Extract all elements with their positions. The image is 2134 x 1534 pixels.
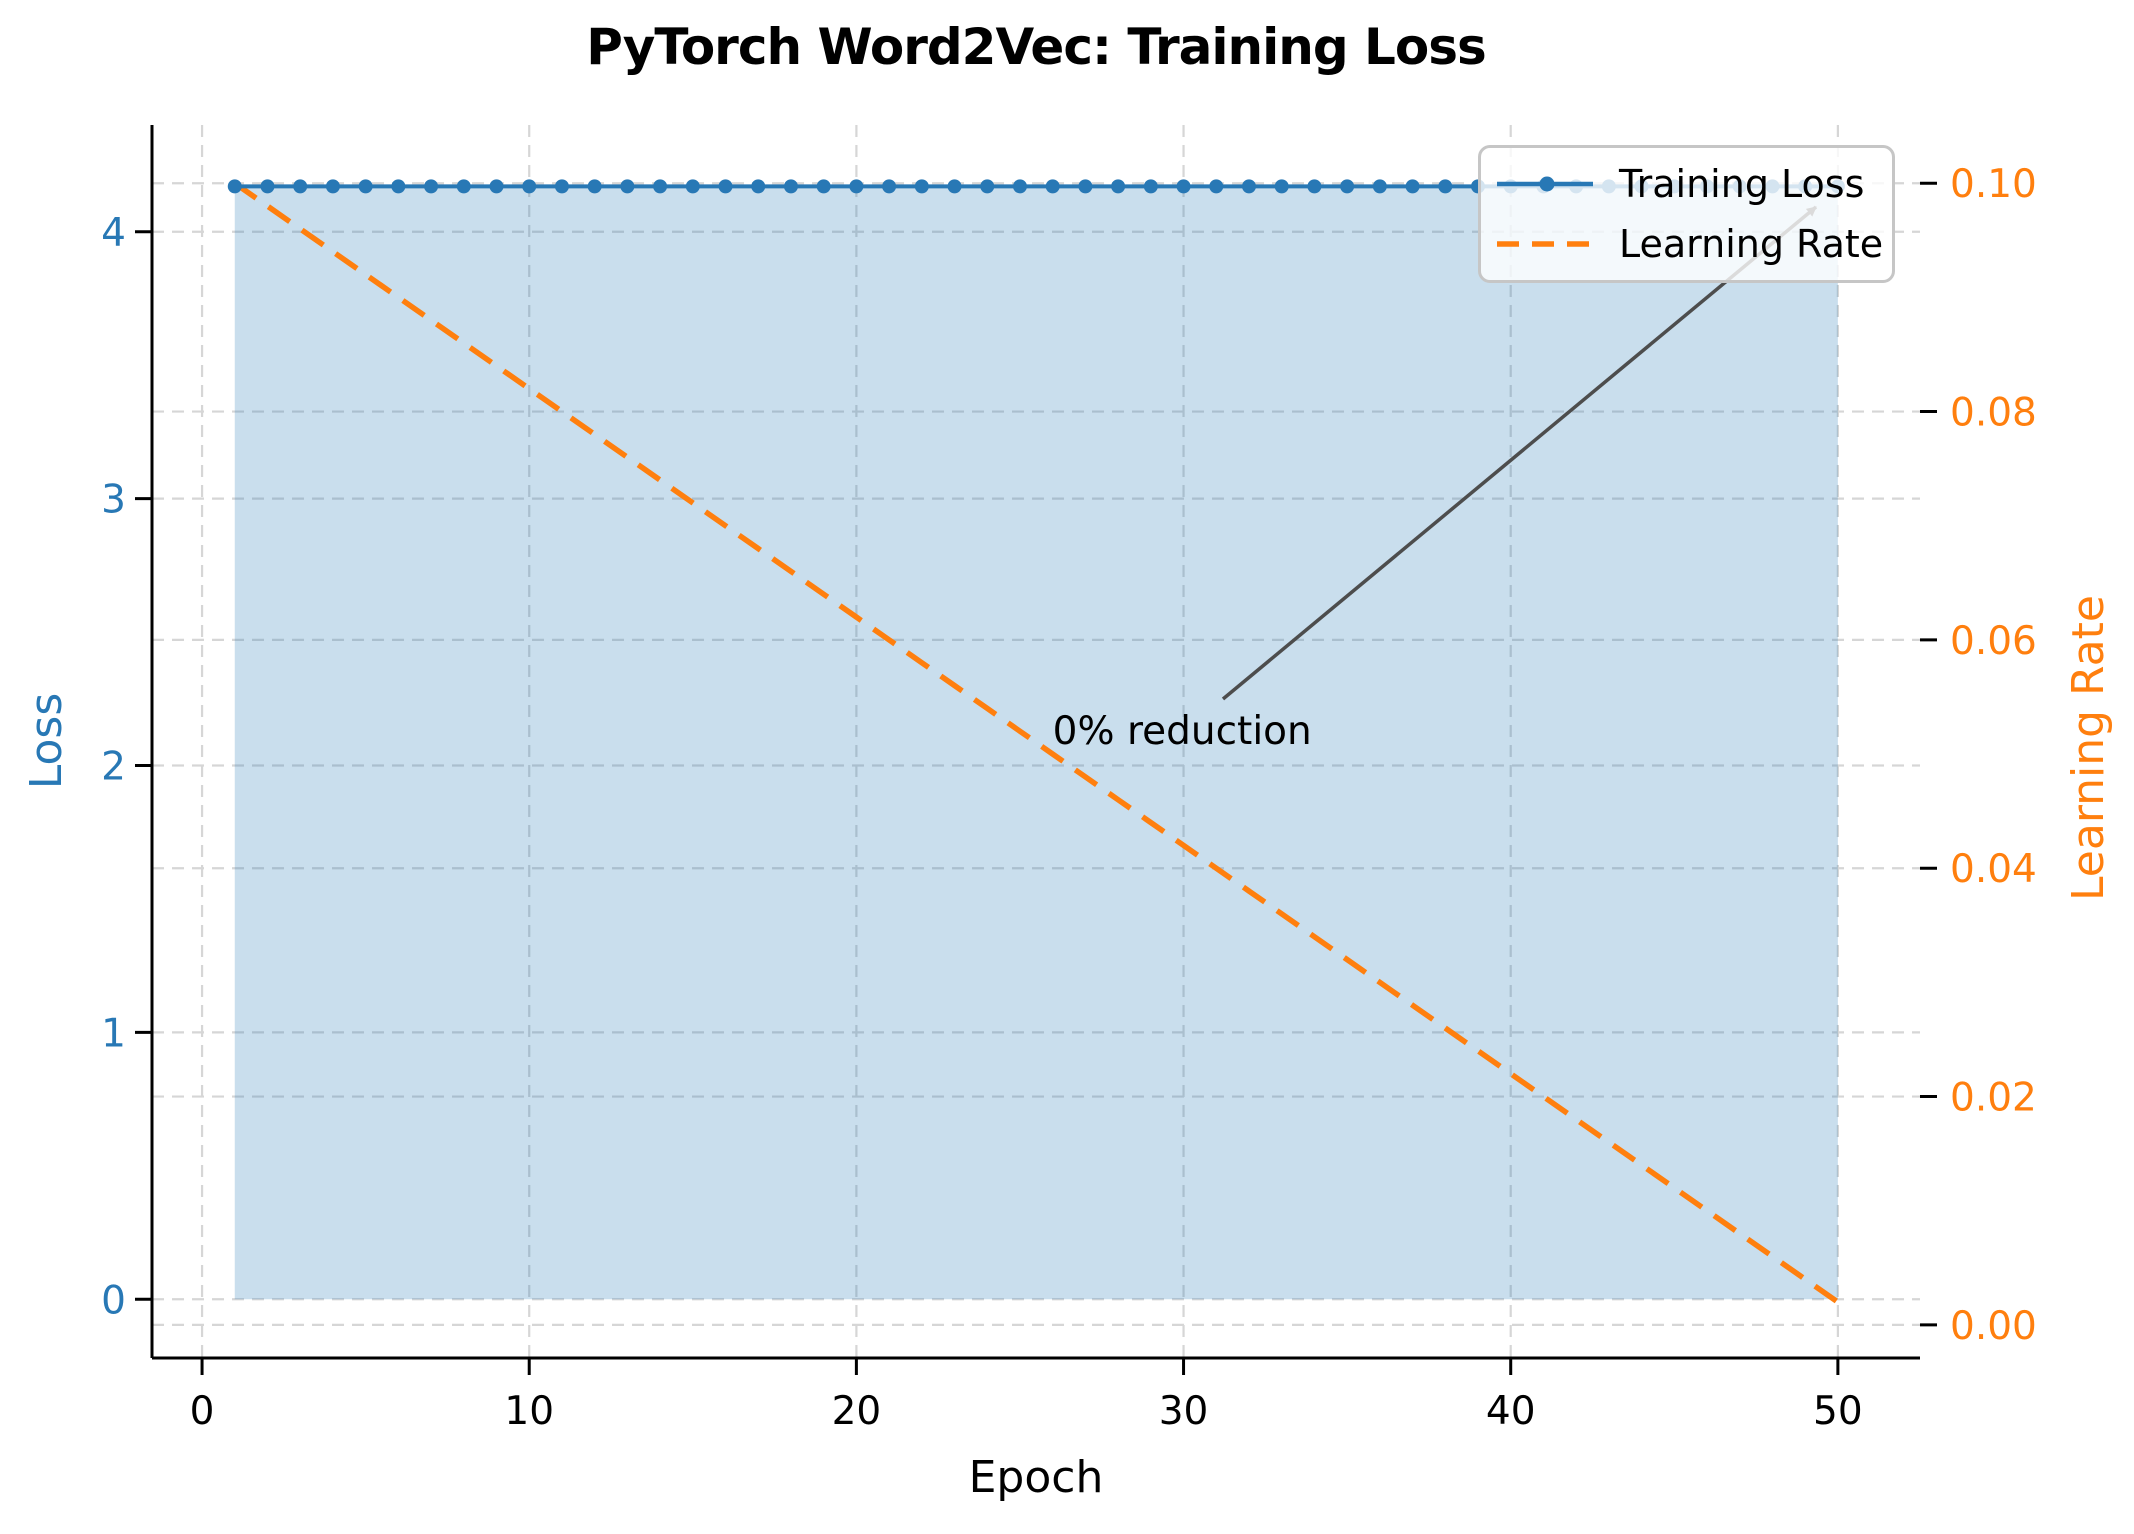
legend-sample-dashed-line-icon — [1497, 241, 1593, 247]
training-loss-marker — [293, 179, 308, 194]
training-loss-marker — [1209, 179, 1224, 194]
training-loss-marker — [260, 179, 275, 194]
training-loss-marker — [554, 179, 569, 194]
x-tick-label: 30 — [1159, 1389, 1209, 1434]
training-loss-marker — [325, 179, 340, 194]
x-tick-label: 10 — [504, 1389, 554, 1434]
legend-sample-line-marker-icon — [1497, 176, 1593, 192]
legend: Training Loss Learning Rate — [1478, 145, 1895, 283]
training-loss-marker — [424, 179, 439, 194]
training-loss-marker — [391, 179, 406, 194]
x-tick-label: 50 — [1813, 1389, 1863, 1434]
training-loss-marker — [914, 179, 929, 194]
x-axis-label-epoch: Epoch — [968, 1452, 1104, 1503]
y-axis-label-learning-rate: Learning Rate — [2063, 595, 2114, 901]
y-left-tick-label: 3 — [101, 478, 126, 523]
training-loss-marker — [227, 179, 242, 194]
y-right-tick-label: 0.04 — [1950, 847, 2037, 892]
training-loss-marker — [1012, 179, 1027, 194]
training-loss-marker — [1241, 179, 1256, 194]
training-loss-marker — [653, 179, 668, 194]
training-loss-marker — [358, 179, 373, 194]
training-loss-marker — [620, 179, 635, 194]
training-loss-marker — [783, 179, 798, 194]
x-tick-label: 0 — [190, 1389, 215, 1434]
y-left-tick-label: 2 — [101, 745, 126, 790]
training-loss-marker — [849, 179, 864, 194]
training-loss-marker — [1176, 179, 1191, 194]
chart-title: PyTorch Word2Vec: Training Loss — [586, 18, 1487, 76]
training-loss-marker — [718, 179, 733, 194]
training-loss-marker — [751, 179, 766, 194]
training-loss-marker — [1405, 179, 1420, 194]
training-loss-marker — [1078, 179, 1093, 194]
legend-item-training-loss: Training Loss — [1495, 165, 1892, 203]
training-loss-marker — [1307, 179, 1322, 194]
y-left-tick-label: 1 — [101, 1011, 126, 1056]
y-right-tick-label: 0.08 — [1950, 391, 2037, 436]
y-left-tick-label: 4 — [101, 211, 126, 256]
annotation-text: 0% reduction — [1052, 708, 1312, 754]
training-loss-marker — [980, 179, 995, 194]
y-right-tick-label: 0.00 — [1950, 1304, 2037, 1349]
training-loss-marker — [1438, 179, 1453, 194]
legend-label-training-loss: Training Loss — [1619, 162, 1865, 206]
y-right-tick-label: 0.02 — [1950, 1076, 2037, 1121]
training-loss-marker — [685, 179, 700, 194]
training-loss-marker — [1143, 179, 1158, 194]
training-loss-marker — [1111, 179, 1126, 194]
training-loss-marker — [522, 179, 537, 194]
training-loss-marker — [1340, 179, 1355, 194]
y-axis-label-loss: Loss — [21, 692, 72, 790]
training-loss-marker — [816, 179, 831, 194]
legend-item-learning-rate: Learning Rate — [1495, 225, 1892, 263]
training-loss-marker — [587, 179, 602, 194]
x-tick-label: 20 — [832, 1389, 882, 1434]
training-loss-marker — [1274, 179, 1289, 194]
y-right-tick-label: 0.10 — [1950, 162, 2037, 207]
x-tick-label: 40 — [1486, 1389, 1536, 1434]
training-loss-marker — [456, 179, 471, 194]
training-loss-marker — [1372, 179, 1387, 194]
legend-label-learning-rate: Learning Rate — [1619, 222, 1884, 266]
training-loss-marker — [882, 179, 897, 194]
y-left-tick-label: 0 — [101, 1278, 126, 1323]
training-loss-marker — [489, 179, 504, 194]
training-loss-marker — [947, 179, 962, 194]
y-right-tick-label: 0.06 — [1950, 619, 2037, 664]
training-loss-marker — [1045, 179, 1060, 194]
